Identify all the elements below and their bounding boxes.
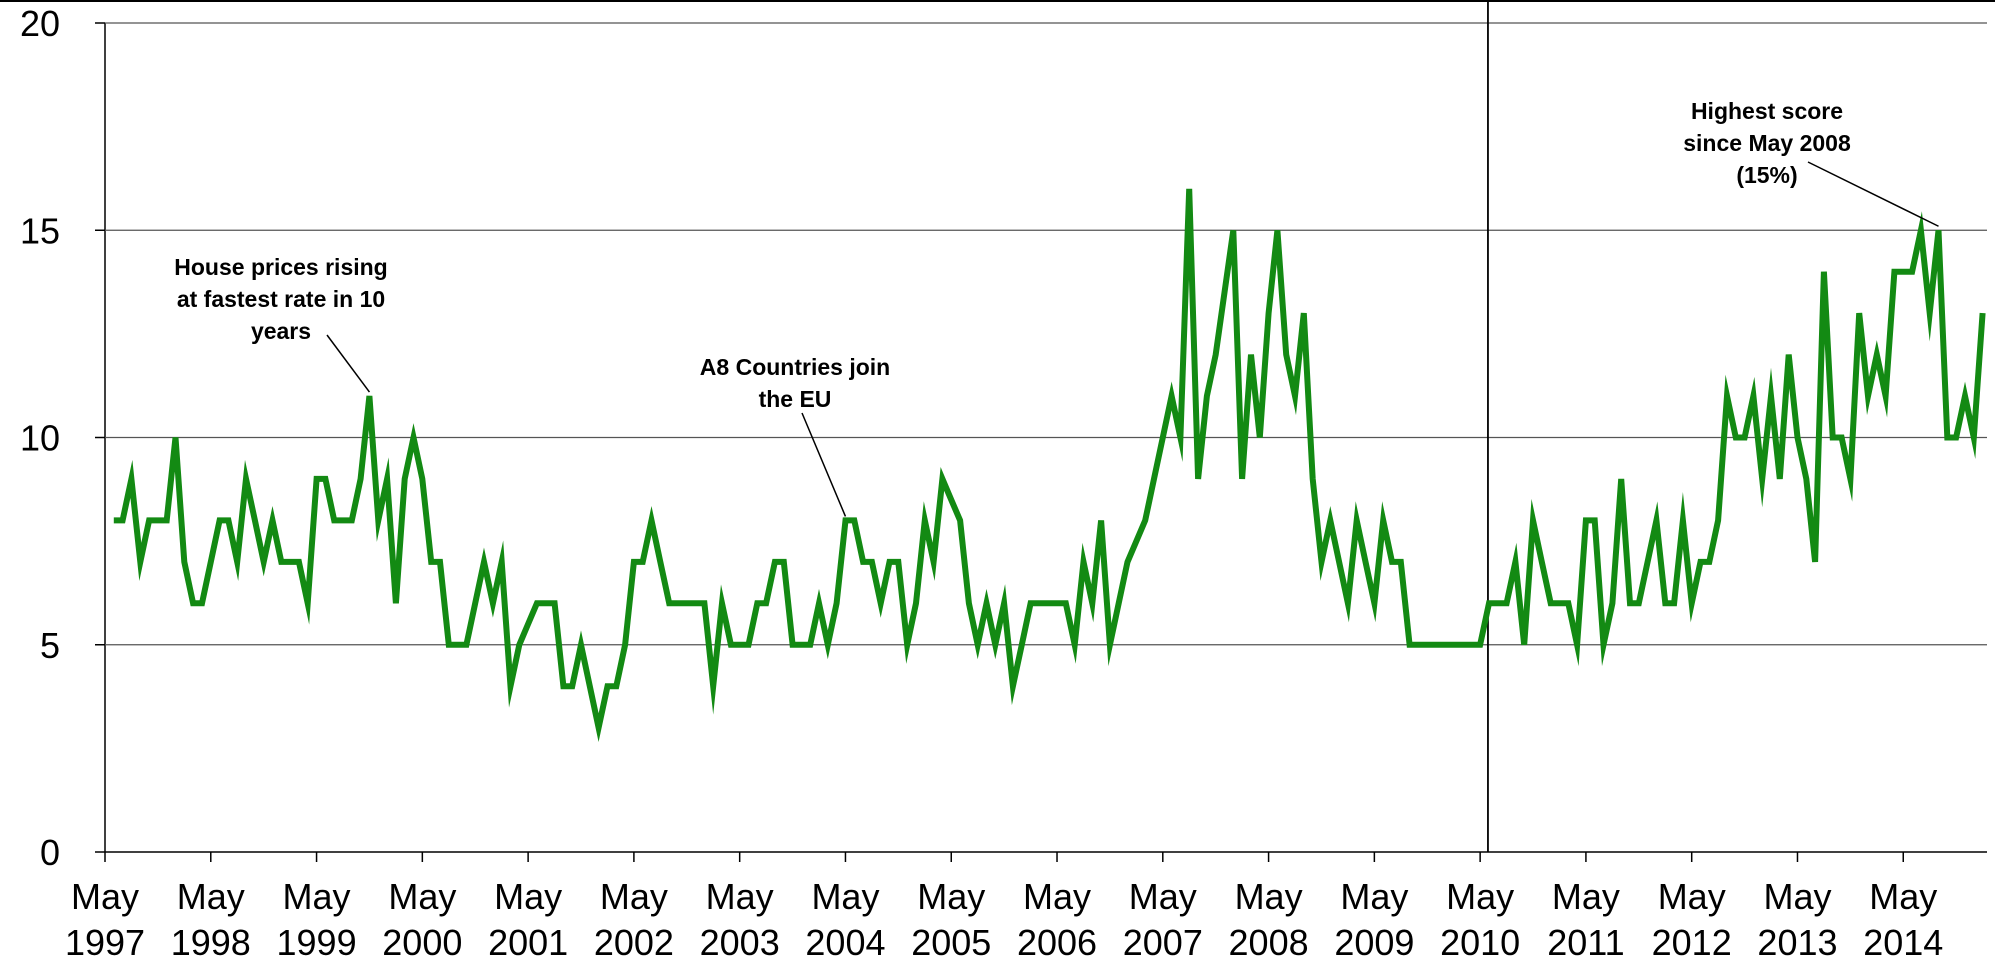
- x-tick-label-top-1997: May: [71, 876, 139, 917]
- x-tick-label-bottom-1998: 1998: [171, 922, 251, 962]
- x-tick-label-bottom-2007: 2007: [1123, 922, 1203, 962]
- x-axis-ticks: May 1997 May 1998 May 1999 May 2000 May 2001 May 20…: [65, 852, 1943, 962]
- x-tick-label-bottom-2011: 2011: [1547, 922, 1624, 962]
- x-tick-label-bottom-2006: 2006: [1017, 922, 1097, 962]
- y-tick-label-15: 15: [20, 210, 60, 251]
- x-tick-label-top-1999: May: [283, 876, 351, 917]
- gridlines: [105, 22, 1987, 646]
- annotation-0: House prices rising at fastest rate in 10…: [174, 254, 388, 393]
- x-tick-label-top-2014: May: [1869, 876, 1937, 917]
- x-tick-label-top-2006: May: [1023, 876, 1091, 917]
- x-tick-label-bottom-1999: 1999: [277, 922, 357, 962]
- y-tick-label-0: 0: [40, 832, 60, 873]
- x-tick-label-bottom-2003: 2003: [700, 922, 780, 962]
- annotation-0-line-0: House prices rising: [174, 254, 387, 280]
- x-tick-label-top-2001: May: [494, 876, 562, 917]
- x-tick-label-top-2002: May: [600, 876, 668, 917]
- annotation-1-line-0: A8 Countries join: [700, 354, 890, 380]
- annotation-1-line-1: the EU: [759, 386, 832, 412]
- x-tick-label-top-2000: May: [388, 876, 456, 917]
- x-tick-label-bottom-2010: 2010: [1440, 922, 1520, 962]
- x-tick-label-top-2005: May: [917, 876, 985, 917]
- annotation-0-line-2: years: [251, 318, 311, 344]
- x-tick-label-top-2007: May: [1129, 876, 1197, 917]
- annotation-0-line-1: at fastest rate in 10: [177, 286, 385, 312]
- x-tick-label-top-2003: May: [706, 876, 774, 917]
- x-tick-label-bottom-2013: 2013: [1757, 922, 1837, 962]
- annotations-layer: House prices rising at fastest rate in 10…: [174, 98, 1939, 517]
- x-tick-label-bottom-1997: 1997: [65, 922, 145, 962]
- y-tick-label-10: 10: [20, 418, 60, 459]
- series-line-0: [113, 188, 1986, 742]
- x-tick-label-bottom-2002: 2002: [594, 922, 674, 962]
- annotation-0-leader: [326, 334, 371, 393]
- x-tick-label-bottom-2000: 2000: [382, 922, 462, 962]
- y-tick-label-5: 5: [40, 625, 60, 666]
- x-tick-label-top-2012: May: [1658, 876, 1726, 917]
- x-tick-label-bottom-2014: 2014: [1863, 922, 1943, 962]
- annotation-2-line-2: (15%): [1736, 162, 1797, 188]
- y-axis-ticks: 0 5 10 15 20: [20, 3, 105, 873]
- x-tick-label-bottom-2005: 2005: [911, 922, 991, 962]
- annotation-1: A8 Countries join the EU: [700, 354, 890, 517]
- x-tick-label-bottom-2009: 2009: [1334, 922, 1414, 962]
- chart-frame: [0, 0, 1995, 853]
- x-tick-label-bottom-2012: 2012: [1652, 922, 1732, 962]
- x-tick-label-top-2009: May: [1340, 876, 1408, 917]
- x-tick-label-top-2008: May: [1235, 876, 1303, 917]
- x-tick-label-top-2010: May: [1446, 876, 1514, 917]
- x-tick-label-bottom-2004: 2004: [805, 922, 885, 962]
- annotation-2: Highest score since May 2008 (15%): [1683, 98, 1939, 227]
- series-layer: [113, 188, 1986, 742]
- annotation-2-leader: [1807, 161, 1939, 227]
- annotation-1-leader: [801, 412, 847, 517]
- x-tick-label-bottom-2001: 2001: [488, 922, 568, 962]
- x-tick-label-top-2004: May: [811, 876, 879, 917]
- x-tick-label-bottom-2008: 2008: [1229, 922, 1309, 962]
- x-tick-label-top-2011: May: [1552, 876, 1620, 917]
- y-tick-label-20: 20: [20, 3, 60, 44]
- x-tick-label-top-2013: May: [1763, 876, 1831, 917]
- annotation-2-line-1: since May 2008: [1683, 130, 1851, 156]
- x-tick-label-top-1998: May: [177, 876, 245, 917]
- annotation-2-line-0: Highest score: [1691, 98, 1843, 124]
